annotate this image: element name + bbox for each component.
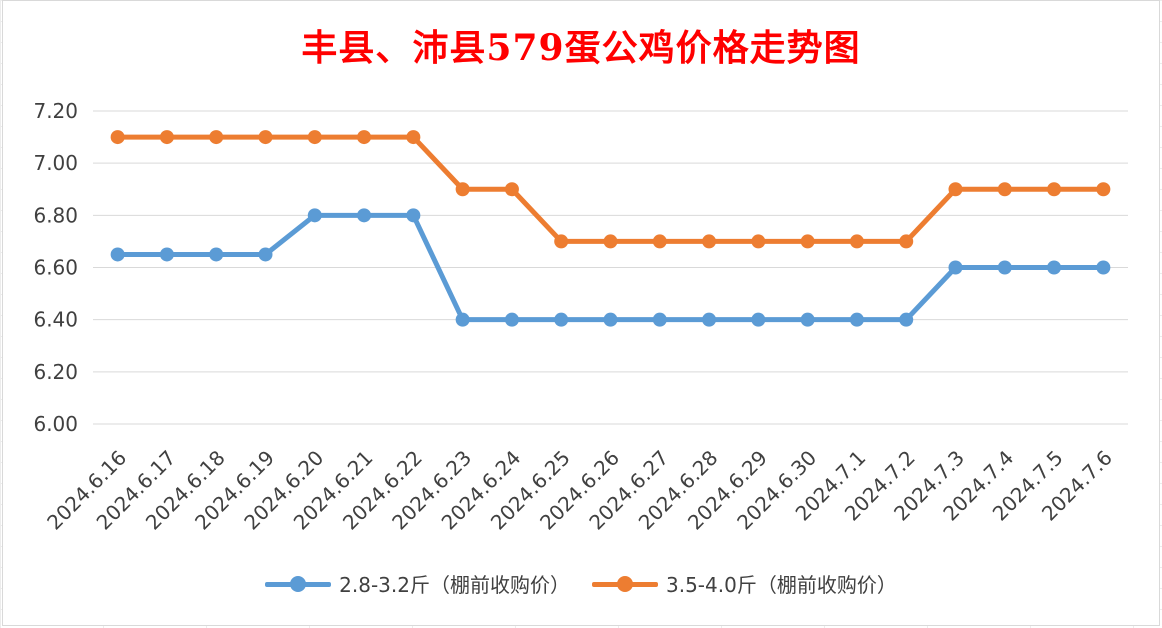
data-point-series-1 — [159, 247, 174, 262]
data-point-series-1 — [455, 312, 470, 327]
data-point-series-1 — [554, 312, 569, 327]
data-point-series-1 — [997, 260, 1012, 275]
data-point-series-2 — [899, 234, 914, 249]
data-point-series-1 — [652, 312, 667, 327]
data-point-series-1 — [1047, 260, 1062, 275]
data-point-series-1 — [1096, 260, 1111, 275]
y-tick-label: 7.20 — [33, 99, 78, 123]
data-point-series-2 — [110, 130, 125, 145]
data-point-series-1 — [702, 312, 717, 327]
plot-area: 6.006.206.406.606.807.007.202024.6.16202… — [33, 99, 1128, 535]
data-point-series-2 — [307, 130, 322, 145]
data-point-series-1 — [110, 247, 125, 262]
data-point-series-2 — [702, 234, 717, 249]
data-point-series-1 — [603, 312, 618, 327]
legend-marker-series-1 — [265, 574, 332, 594]
y-tick-label: 6.40 — [33, 308, 78, 332]
legend-label-series-1: 2.8-3.2斤（棚前收购价） — [339, 573, 570, 597]
data-point-series-2 — [357, 130, 372, 145]
y-tick-label: 6.00 — [33, 412, 78, 436]
data-point-series-1 — [849, 312, 864, 327]
data-point-series-1 — [504, 312, 519, 327]
legend-marker-series-2 — [592, 574, 658, 594]
data-point-series-2 — [751, 234, 766, 249]
legend-label-series-2: 3.5-4.0斤（棚前收购价） — [666, 573, 897, 597]
legend-item-series-1: 2.8-3.2斤（棚前收购价） — [265, 569, 570, 598]
data-point-series-1 — [307, 208, 322, 223]
data-point-series-2 — [603, 234, 618, 249]
data-point-series-2 — [455, 182, 470, 197]
data-point-series-1 — [899, 312, 914, 327]
data-point-series-1 — [406, 208, 421, 223]
data-point-series-2 — [1047, 182, 1062, 197]
data-point-series-2 — [997, 182, 1012, 197]
data-point-series-2 — [209, 130, 224, 145]
data-point-series-1 — [357, 208, 372, 223]
data-point-series-2 — [258, 130, 273, 145]
data-point-series-2 — [652, 234, 667, 249]
data-point-series-2 — [504, 182, 519, 197]
chart-title: 丰县、沛县579蛋公鸡价格走势图 — [301, 27, 861, 69]
y-tick-label: 7.00 — [33, 151, 78, 175]
data-point-series-1 — [948, 260, 963, 275]
data-point-series-2 — [948, 182, 963, 197]
data-point-series-2 — [159, 130, 174, 145]
y-tick-label: 6.20 — [33, 360, 78, 384]
data-point-series-2 — [800, 234, 815, 249]
legend-item-series-2: 3.5-4.0斤（棚前收购价） — [592, 569, 897, 598]
data-point-series-2 — [406, 130, 421, 145]
data-point-series-2 — [554, 234, 569, 249]
y-tick-label: 6.80 — [33, 203, 78, 227]
data-point-series-1 — [751, 312, 766, 327]
legend: 2.8-3.2斤（棚前收购价） 3.5-4.0斤（棚前收购价） — [3, 569, 1159, 598]
y-tick-label: 6.60 — [33, 256, 78, 280]
data-point-series-1 — [258, 247, 273, 262]
data-point-series-2 — [1096, 182, 1111, 197]
data-point-series-1 — [209, 247, 224, 262]
data-point-series-2 — [849, 234, 864, 249]
data-point-series-1 — [800, 312, 815, 327]
